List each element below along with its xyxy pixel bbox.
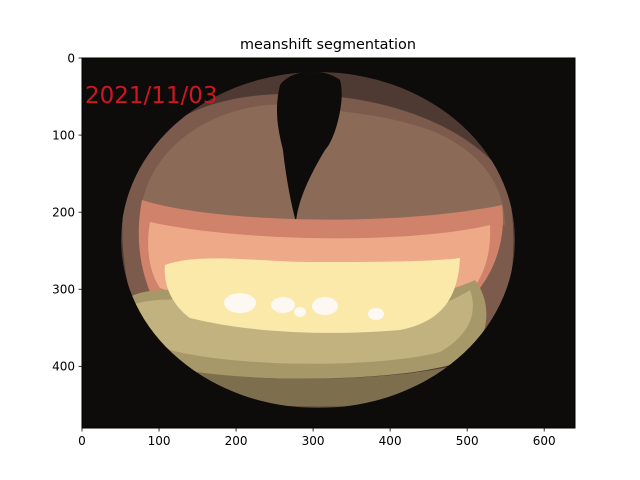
segment-tan-brown (140, 104, 505, 232)
highlight-blob (368, 308, 384, 320)
x-tick-label: 300 (302, 434, 325, 448)
x-axis: 0 100 200 300 400 500 600 (78, 428, 556, 448)
highlight-blob (312, 297, 338, 315)
segmented-region (121, 72, 515, 408)
x-tick-label: 0 (78, 434, 86, 448)
y-tick-label: 400 (52, 360, 75, 374)
segment-light-yellow (164, 258, 460, 333)
y-tick-label: 100 (52, 128, 75, 142)
segmented-image: 2021/11/03 (82, 58, 575, 428)
highlight-blob (224, 293, 256, 313)
highlight-blob (271, 297, 295, 313)
segment-dark-cavity (277, 72, 342, 222)
image-date-stamp: 2021/11/03 (85, 83, 218, 109)
x-tick-label: 100 (148, 434, 171, 448)
highlight-blob (294, 307, 306, 317)
y-tick-label: 300 (52, 283, 75, 297)
x-tick-label: 200 (225, 434, 248, 448)
x-tick-label: 400 (379, 434, 402, 448)
chart-title: meanshift segmentation (240, 37, 416, 53)
x-tick-label: 500 (456, 434, 479, 448)
axes-frame (81, 57, 576, 429)
y-axis: 0 100 200 300 400 (52, 51, 82, 374)
y-tick-label: 200 (52, 205, 75, 219)
segment-white-highlights (224, 293, 384, 320)
y-tick-label: 0 (67, 51, 75, 65)
x-tick-label: 600 (533, 434, 556, 448)
